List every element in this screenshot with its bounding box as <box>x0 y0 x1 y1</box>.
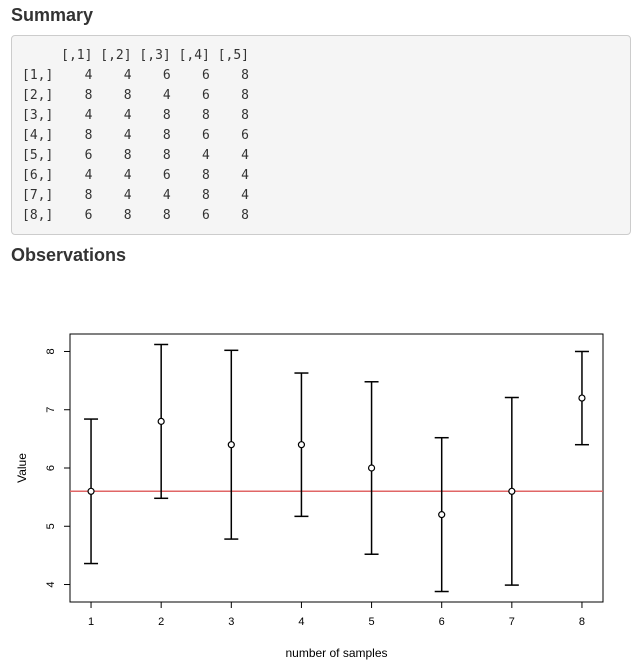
matrix-row-label: [1,] <box>22 68 54 83</box>
x-tick-label: 8 <box>579 616 585 628</box>
matrix-cell: 8 <box>61 188 93 203</box>
matrix-cell: 8 <box>217 208 250 223</box>
matrix-cell: 4 <box>61 68 93 83</box>
mean-point <box>367 464 376 472</box>
matrix-output-block: [,1] [,2] [,3] [,4] [,5] [1,] 4 4 6 6 8 … <box>11 35 631 235</box>
matrix-cell: 8 <box>178 108 210 123</box>
matrix-cell: 8 <box>217 88 250 103</box>
matrix-row-label: [6,] <box>22 168 54 183</box>
matrix-cell: 6 <box>178 68 210 83</box>
matrix-cell: 4 <box>61 108 93 123</box>
matrix-row-label: [4,] <box>22 128 54 143</box>
matrix-cell: 4 <box>217 148 250 163</box>
matrix-cell: 4 <box>100 168 132 183</box>
matrix-cell: 4 <box>217 168 250 183</box>
matrix-cell: 6 <box>178 208 210 223</box>
y-tick-label: 4 <box>45 581 57 587</box>
mean-point <box>227 441 235 449</box>
matrix-row-label: [8,] <box>22 208 54 223</box>
matrix-cell: 8 <box>178 188 210 203</box>
y-tick-label: 8 <box>45 348 57 354</box>
x-tick-label: 5 <box>369 616 375 628</box>
matrix-cell: 8 <box>139 148 171 163</box>
matrix-col-header: [,2] <box>100 48 132 63</box>
matrix-cell: 4 <box>217 188 250 203</box>
x-tick-label: 1 <box>88 616 94 628</box>
matrix-row-label: [5,] <box>22 148 54 163</box>
x-tick-label: 2 <box>158 616 164 628</box>
matrix-output-text: [,1] [,2] [,3] [,4] [,5] [1,] 4 4 6 6 8 … <box>22 46 249 226</box>
matrix-cell: 8 <box>217 68 250 83</box>
mean-point <box>87 487 95 495</box>
mean-point <box>157 417 165 425</box>
y-tick-label: 7 <box>45 407 57 413</box>
matrix-cell: 4 <box>100 188 132 203</box>
matrix-cell: 8 <box>217 108 250 123</box>
matrix-cell: 4 <box>61 168 93 183</box>
matrix-row-label: [2,] <box>22 88 54 103</box>
matrix-cell: 4 <box>139 188 171 203</box>
matrix-cell: 8 <box>139 108 171 123</box>
y-axis-label: Value <box>15 453 29 483</box>
matrix-col-header: [,1] <box>61 48 93 63</box>
matrix-cell: 4 <box>178 148 210 163</box>
matrix-cell: 6 <box>178 88 210 103</box>
y-tick-label: 5 <box>45 523 57 529</box>
mean-point <box>438 511 446 519</box>
matrix-cell: 6 <box>61 148 93 163</box>
error-bar-plot: 1 2 3 4 5 6 7 8 4 5 6 7 8 number of samples Value <box>15 333 604 660</box>
matrix-cell: 6 <box>139 168 171 183</box>
matrix-cell: 6 <box>61 208 93 223</box>
matrix-cell: 8 <box>139 128 171 143</box>
summary-heading: Summary <box>11 5 94 25</box>
x-tick-label: 7 <box>509 616 515 628</box>
matrix-cell: 4 <box>100 68 132 83</box>
matrix-cell: 8 <box>100 148 132 163</box>
plot-frame <box>69 333 604 603</box>
x-tick-label: 3 <box>228 616 234 628</box>
y-tick-label: 6 <box>45 465 57 471</box>
mean-point <box>297 441 306 449</box>
x-tick-label: 4 <box>298 616 304 628</box>
matrix-cell: 8 <box>139 208 171 223</box>
matrix-cell: 8 <box>61 128 93 143</box>
matrix-cell: 8 <box>178 168 210 183</box>
matrix-cell: 8 <box>100 208 132 223</box>
x-axis-label: number of samples <box>285 646 387 660</box>
matrix-col-header: [,3] <box>139 48 171 63</box>
matrix-row-label: [7,] <box>22 188 54 203</box>
matrix-cell: 4 <box>100 108 132 123</box>
x-tick-label: 6 <box>439 616 445 628</box>
matrix-col-header: [,4] <box>178 48 210 63</box>
observations-heading: Observations <box>11 245 127 265</box>
matrix-cell: 4 <box>139 88 171 103</box>
matrix-cell: 8 <box>100 88 132 103</box>
matrix-cell: 6 <box>139 68 171 83</box>
mean-point <box>578 394 586 402</box>
mean-point <box>508 487 516 495</box>
matrix-col-header: [,5] <box>217 48 250 63</box>
matrix-cell: 4 <box>100 128 132 143</box>
matrix-cell: 6 <box>178 128 210 143</box>
matrix-cell: 8 <box>61 88 93 103</box>
matrix-row-label: [3,] <box>22 108 54 123</box>
matrix-cell: 6 <box>217 128 250 143</box>
